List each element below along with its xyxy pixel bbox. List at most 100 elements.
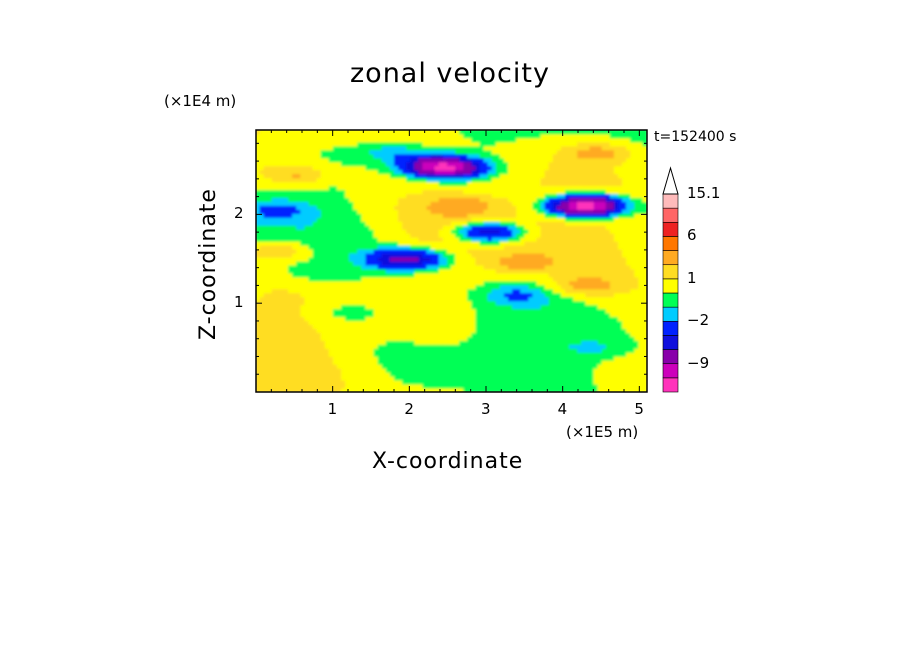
field-cell [528, 157, 534, 163]
field-cell [467, 355, 473, 361]
field-cell [284, 165, 290, 171]
field-cell [471, 169, 477, 175]
field-cell [267, 220, 273, 226]
field-cell [471, 327, 477, 333]
field-cell [540, 316, 546, 322]
field-cell [312, 327, 318, 333]
field-cell [524, 244, 530, 250]
field-cell [377, 371, 383, 377]
field-cell [483, 256, 489, 262]
field-cell [495, 137, 501, 143]
field-cell [389, 153, 395, 159]
field-cell [389, 324, 395, 329]
field-cell [284, 220, 290, 226]
field-cell [528, 145, 534, 151]
field-cell [256, 288, 261, 294]
field-cell [263, 355, 269, 361]
field-cell [312, 216, 318, 222]
field-cell [361, 181, 367, 187]
field-cell [451, 288, 457, 294]
field-cell [389, 355, 395, 361]
field-cell [328, 312, 334, 318]
field-cell [508, 232, 514, 238]
field-cell [275, 216, 281, 222]
field-cell [528, 312, 534, 318]
field-cell [552, 308, 558, 314]
field-cell [320, 157, 326, 163]
field-cell [292, 173, 298, 179]
field-cell [434, 347, 440, 353]
field-cell [308, 276, 314, 282]
field-cell [288, 355, 294, 361]
field-cell [491, 157, 497, 163]
field-cell [357, 280, 363, 286]
field-cell [296, 193, 302, 198]
field-cell [446, 288, 452, 294]
field-cell [434, 339, 440, 345]
field-cell [275, 308, 281, 314]
field-cell [418, 331, 424, 337]
field-cell [332, 173, 338, 179]
field-cell [288, 181, 294, 187]
field-cell [377, 216, 383, 222]
field-cell [434, 316, 440, 322]
field-cell [345, 165, 351, 171]
field-cell [312, 189, 318, 195]
field-cell [544, 383, 550, 389]
field-cell [256, 196, 261, 202]
field-cell [422, 228, 428, 234]
field-cell [544, 272, 550, 278]
field-cell [288, 308, 294, 314]
field-cell [267, 331, 273, 337]
field-cell [552, 165, 558, 171]
field-cell [341, 308, 347, 314]
field-cell [385, 284, 391, 290]
field-cell [422, 252, 428, 258]
field-cell [259, 189, 265, 195]
field-cell [271, 335, 277, 341]
field-cell [503, 363, 510, 369]
field-cell [499, 161, 505, 167]
field-cell [544, 256, 550, 262]
field-cell [259, 177, 265, 183]
field-cell [288, 284, 294, 290]
field-cell [508, 208, 514, 214]
field-cell [430, 387, 436, 392]
field-cell [516, 316, 522, 322]
field-cell [271, 256, 277, 262]
field-cell [373, 157, 379, 163]
field-cell [296, 141, 302, 147]
field-cell [438, 331, 444, 337]
field-cell [516, 165, 522, 171]
field-cell [263, 236, 269, 242]
field-cell [332, 363, 338, 369]
field-cell [256, 133, 261, 139]
field-cell [475, 312, 481, 318]
field-cell [267, 224, 273, 230]
field-cell [365, 383, 371, 389]
field-cell [520, 137, 526, 143]
field-cell [516, 137, 522, 143]
field-cell [520, 331, 526, 337]
field-cell [536, 363, 542, 369]
field-cell [475, 264, 481, 270]
field-cell [292, 335, 298, 341]
field-cell [332, 264, 338, 270]
field-cell [349, 193, 355, 198]
field-cell [495, 339, 501, 345]
field-cell [328, 208, 334, 214]
field-cell [279, 383, 286, 389]
field-cell [267, 308, 273, 314]
field-cell [267, 161, 273, 167]
field-cell [532, 272, 538, 278]
field-cell [308, 161, 314, 167]
field-cell [308, 252, 314, 258]
field-cell [324, 320, 330, 326]
field-cell [345, 300, 351, 306]
field-cell [536, 185, 542, 191]
field-cell [410, 363, 416, 369]
field-cell [495, 157, 501, 163]
field-cell [385, 335, 391, 341]
field-cell [381, 248, 387, 254]
field-cell [304, 324, 310, 329]
